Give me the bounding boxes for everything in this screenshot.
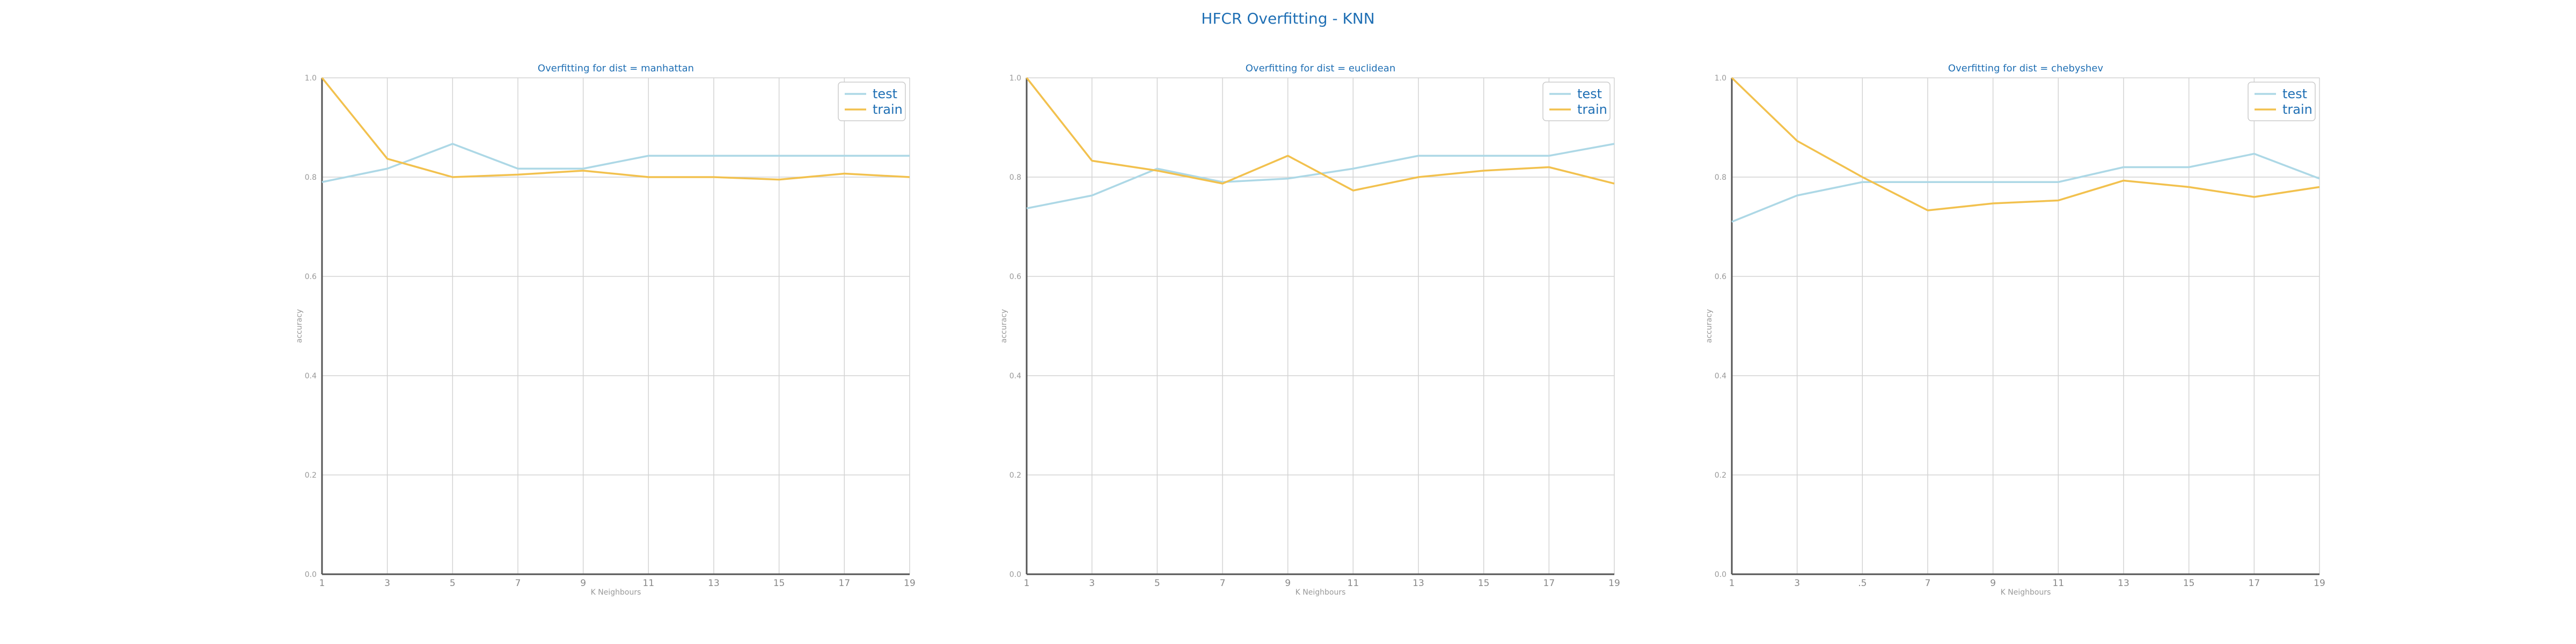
x-tick-label: 17 [2249,578,2260,589]
series-line-train [1731,77,2320,211]
x-tick-label: 7 [515,578,521,589]
x-tick-label: 13 [708,578,720,589]
legend-box [838,82,906,121]
y-tick-label: 0.2 [1715,471,1726,480]
y-axis-label: accuracy [295,309,304,343]
subplot-1: 0.00.20.40.60.81.01 3 5 7 9 11 13 15 17 19Overfit… [295,63,916,597]
legend-label-train: train [1577,102,1607,117]
series-line-test [321,143,910,183]
x-tick-label: 11 [2053,578,2065,589]
legend-label-train: train [2282,102,2312,117]
x-tick-label: 19 [1608,578,1620,589]
x-tick-label: 3 [384,578,390,589]
series-line-test [1731,152,2320,223]
subplot-title: Overfitting for dist = chebyshev [1948,63,2103,74]
legend-label-test: test [873,86,897,101]
x-tick-label: 3 [1089,578,1095,589]
y-tick-label: 1.0 [1715,74,1726,83]
y-tick-label: 0.2 [305,471,317,480]
x-tick-label: 19 [904,578,916,589]
x-tick-label: 15 [1478,578,1490,589]
x-tick-label: 9 [1990,578,1996,589]
x-tick-label: 9 [1285,578,1291,589]
x-tick-label: 17 [1543,578,1555,589]
series-line-train [1026,77,1615,192]
y-tick-label: 0.0 [305,570,317,579]
x-tick-label: 5 [450,578,456,589]
x-tick-label: 1 [1024,578,1030,589]
y-tick-label: 0.4 [1009,372,1021,380]
subplot-2: 0.00.20.40.60.81.01 3 5 7 9 11 13 15 17 19Overfit… [1000,63,1620,597]
subplot-3: 0.00.20.40.60.81.01 3.5 7 9 11 13 15 17 19Overfi… [1705,63,2325,597]
legend-box [2248,82,2316,121]
x-axis-label: K Neighbours [2001,588,2051,597]
legend-label-train: train [873,102,903,117]
y-tick-label: 0.6 [1715,273,1726,281]
legend-label-test: test [1577,86,1602,101]
y-tick-label: 0.6 [305,273,317,281]
figure-title: HFCR Overfitting - KNN [1201,10,1375,27]
y-tick-label: 0.6 [1009,273,1021,281]
subplot-title: Overfitting for dist = manhattan [538,63,694,74]
x-tick-label: 15 [2183,578,2195,589]
y-axis-label: accuracy [1705,309,1714,343]
y-tick-label: 0.8 [305,173,317,182]
y-axis-label: accuracy [1000,309,1008,343]
y-tick-label: 0.8 [1715,173,1726,182]
y-tick-label: 0.2 [1009,471,1021,480]
x-tick-label: 11 [643,578,655,589]
subplot-title: Overfitting for dist = euclidean [1246,63,1395,74]
x-tick-label: 5 [1154,578,1160,589]
legend-label-test: test [2282,86,2307,101]
x-tick-label: 17 [839,578,851,589]
x-tick-label: 13 [1413,578,1424,589]
x-tick-label: 9 [580,578,586,589]
y-tick-label: 1.0 [1009,74,1021,83]
x-tick-label: 13 [2118,578,2129,589]
plot-area [1731,77,2320,575]
x-tick-label: 7 [1220,578,1226,589]
x-tick-label: 1 [1729,578,1735,589]
y-tick-label: 0.0 [1009,570,1021,579]
y-tick-label: 0.0 [1715,570,1726,579]
series-line-train [321,77,910,181]
plot-area [1026,77,1615,575]
y-tick-label: 0.4 [1715,372,1726,380]
x-tick-label: 15 [773,578,785,589]
x-tick-label: 3 [1794,578,1800,589]
x-axis-label: K Neighbours [591,588,641,597]
x-tick-label: 7 [1925,578,1931,589]
y-tick-label: 0.4 [305,372,317,380]
x-tick-label: .5 [1858,578,1867,589]
legend-box [1542,82,1611,121]
x-tick-label: 1 [319,578,325,589]
x-tick-label: 19 [2314,578,2325,589]
plot-area [321,77,910,575]
x-tick-label: 11 [1348,578,1359,589]
y-tick-label: 0.8 [1009,173,1021,182]
y-tick-label: 1.0 [305,74,317,83]
x-axis-label: K Neighbours [1296,588,1346,597]
